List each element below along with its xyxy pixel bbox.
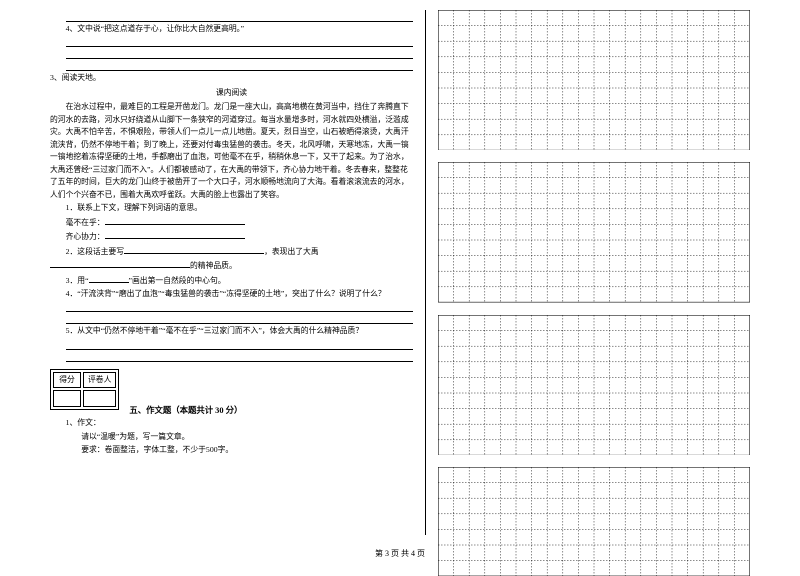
answer-line [66, 351, 413, 362]
q3-3b: ”画出第一自然段的中心句。 [129, 276, 226, 285]
answer-line [66, 60, 413, 71]
fill-blank [105, 230, 245, 239]
writing-grids [438, 10, 750, 576]
fill-blank [105, 216, 245, 225]
answer-line [66, 36, 413, 47]
q3-2c-row: 的精神品质。 [50, 259, 413, 272]
reading-title: 课内阅读 [50, 87, 413, 99]
answer-line [66, 11, 413, 22]
q3-1a: 毫不在乎： [50, 216, 413, 229]
left-column: 4、文中说“把这点道存于心，让你比大自然更高明。” 3、阅读天地。 课内阅读 在… [50, 10, 425, 535]
page-footer: 第 3 页 共 4 页 [0, 548, 800, 559]
q3-1b: 齐心协力： [50, 230, 413, 243]
answer-line [66, 301, 413, 312]
fill-blank [124, 245, 264, 254]
w2: 请以“温暖”为题，写一篇文章。 [50, 431, 413, 443]
fill-blank [50, 259, 190, 268]
q3-head: 3、阅读天地。 [50, 72, 413, 84]
q3-1a-label: 毫不在乎： [66, 218, 105, 227]
answer-line [66, 313, 413, 324]
grader-cell [83, 390, 116, 406]
q3-2b: ，表现出了大禹 [264, 247, 319, 256]
score-table: 得分 评卷人 [50, 369, 119, 410]
reading-passage: 在治水过程中，最难巨的工程是开凿龙门。龙门是一座大山，高高地横在黄河当中，挡住了… [50, 101, 413, 201]
q3-1: 1．联系上下文，理解下列词语的意思。 [50, 202, 413, 214]
score-header-grader: 评卷人 [83, 372, 116, 388]
q3-3a: 3．用“ [66, 276, 89, 285]
answer-line [66, 339, 413, 350]
q3-2c: 的精神品质。 [190, 261, 237, 270]
score-header-score: 得分 [53, 372, 81, 388]
q3-2: 2．这段话主要写 ，表现出了大禹 [50, 245, 413, 258]
w3: 要求：卷面整洁，字体工整，不少于500字。 [50, 444, 413, 456]
q3-1b-label: 齐心协力： [66, 232, 105, 241]
q3-2a: 2．这段话主要写 [66, 247, 124, 256]
score-cell [53, 390, 81, 406]
q3-5: 5．从文中“仍然不停地干着”“毫不在乎”“三过家门而不入”，体会大禹的什么精神品… [50, 325, 413, 337]
answer-line [66, 48, 413, 59]
section-5-title: 五、作文题（本题共计 30 分） [129, 404, 242, 417]
score-row: 得分 评卷人 五、作文题（本题共计 30 分） [50, 363, 413, 417]
right-column [425, 10, 750, 535]
q4-text: 4、文中说“把这点道存于心，让你比大自然更高明。” [50, 23, 413, 35]
q3-3: 3．用“ ”画出第一自然段的中心句。 [50, 274, 413, 287]
q3-4: 4．“汗流浃背”“磨出了血泡”“毒虫猛兽的袭击”“冻得坚硬的土地”，突出了什么？… [50, 288, 413, 300]
w1: 1、作文： [50, 417, 413, 429]
fill-blank [89, 274, 129, 283]
